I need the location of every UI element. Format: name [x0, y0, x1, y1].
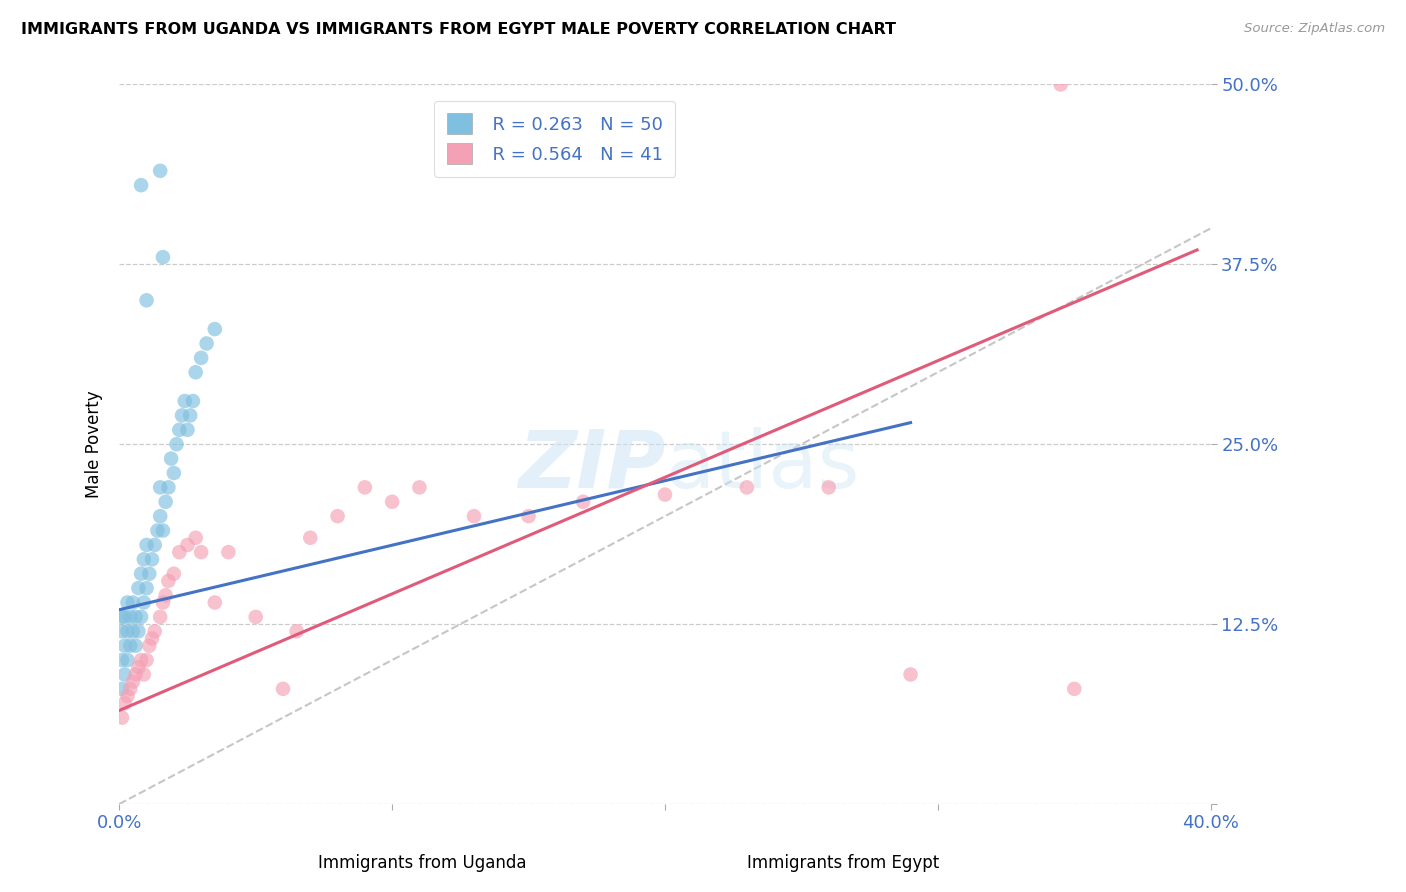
Point	[132, 595, 155, 609]
Point	[111, 711, 134, 725]
Point	[190, 545, 212, 559]
Point	[138, 566, 160, 581]
Point	[120, 681, 142, 696]
Point	[127, 624, 149, 639]
Point	[146, 524, 169, 538]
Point	[141, 632, 163, 646]
Point	[117, 595, 139, 609]
Point	[463, 509, 485, 524]
Point	[195, 336, 218, 351]
Point	[184, 531, 207, 545]
Point	[190, 351, 212, 365]
Point	[166, 437, 188, 451]
Point	[124, 610, 146, 624]
Point	[132, 552, 155, 566]
Point	[572, 495, 595, 509]
Point	[408, 480, 430, 494]
Point	[152, 250, 174, 264]
Point	[163, 566, 186, 581]
Point	[149, 163, 172, 178]
Point	[271, 681, 294, 696]
Point	[124, 667, 146, 681]
Point	[149, 509, 172, 524]
Point	[654, 487, 676, 501]
Point	[245, 610, 267, 624]
Text: ZIP: ZIP	[517, 426, 665, 505]
Point	[155, 588, 177, 602]
Point	[120, 639, 142, 653]
Point	[160, 451, 183, 466]
Point	[129, 610, 152, 624]
Text: atlas: atlas	[665, 426, 859, 505]
Point	[111, 610, 134, 624]
Point	[138, 639, 160, 653]
Point	[143, 538, 166, 552]
Point	[735, 480, 758, 494]
Point	[155, 495, 177, 509]
Point	[117, 624, 139, 639]
Point	[135, 653, 157, 667]
Point	[1049, 78, 1071, 92]
Point	[181, 394, 204, 409]
Point	[132, 667, 155, 681]
Point	[135, 581, 157, 595]
Point	[353, 480, 375, 494]
Point	[299, 531, 322, 545]
Point	[381, 495, 404, 509]
Point	[114, 696, 136, 710]
Point	[122, 674, 145, 689]
Point	[149, 610, 172, 624]
Point	[184, 365, 207, 379]
Point	[285, 624, 308, 639]
Point	[157, 480, 180, 494]
Point	[129, 566, 152, 581]
Legend:   R = 0.263   N = 50,   R = 0.564   N = 41: R = 0.263 N = 50, R = 0.564 N = 41	[434, 101, 675, 177]
Text: Immigrants from Egypt: Immigrants from Egypt	[748, 855, 939, 872]
Point	[135, 293, 157, 308]
Point	[326, 509, 349, 524]
Point	[170, 409, 193, 423]
Point	[114, 610, 136, 624]
Point	[152, 524, 174, 538]
Text: IMMIGRANTS FROM UGANDA VS IMMIGRANTS FROM EGYPT MALE POVERTY CORRELATION CHART: IMMIGRANTS FROM UGANDA VS IMMIGRANTS FRO…	[21, 22, 896, 37]
Text: Immigrants from Uganda: Immigrants from Uganda	[318, 855, 526, 872]
Point	[117, 689, 139, 703]
Point	[127, 581, 149, 595]
Point	[141, 552, 163, 566]
Text: Source: ZipAtlas.com: Source: ZipAtlas.com	[1244, 22, 1385, 36]
Point	[517, 509, 540, 524]
Point	[127, 660, 149, 674]
Point	[122, 624, 145, 639]
Point	[120, 610, 142, 624]
Point	[143, 624, 166, 639]
Y-axis label: Male Poverty: Male Poverty	[86, 391, 103, 498]
Point	[900, 667, 922, 681]
Point	[204, 322, 226, 336]
Point	[114, 667, 136, 681]
Point	[157, 574, 180, 588]
Point	[169, 423, 191, 437]
Point	[124, 639, 146, 653]
Point	[114, 639, 136, 653]
Point	[149, 480, 172, 494]
Point	[111, 624, 134, 639]
Point	[173, 394, 195, 409]
Point	[179, 409, 201, 423]
Point	[111, 653, 134, 667]
Point	[1063, 681, 1085, 696]
Point	[217, 545, 239, 559]
Point	[204, 595, 226, 609]
Point	[111, 681, 134, 696]
Point	[176, 538, 198, 552]
Point	[122, 595, 145, 609]
Point	[169, 545, 191, 559]
Point	[117, 653, 139, 667]
Point	[129, 178, 152, 193]
Point	[135, 538, 157, 552]
Point	[817, 480, 839, 494]
Point	[152, 595, 174, 609]
Point	[129, 653, 152, 667]
Point	[163, 466, 186, 480]
Point	[176, 423, 198, 437]
